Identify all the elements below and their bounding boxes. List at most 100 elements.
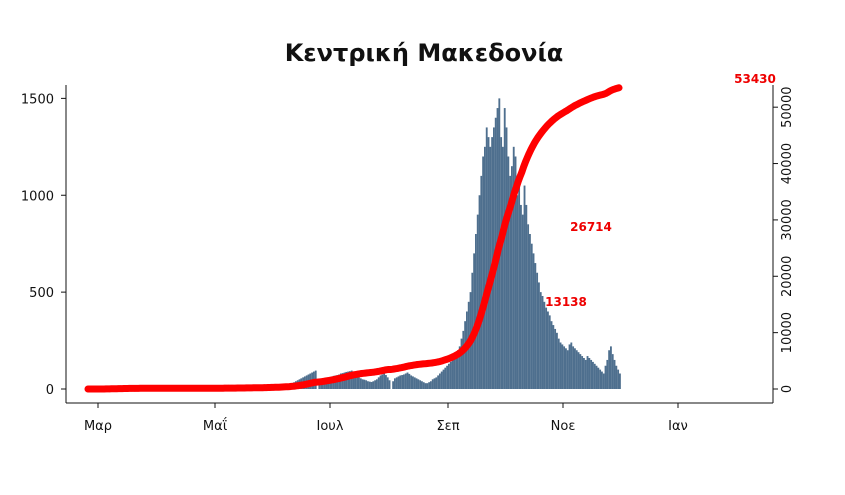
bar xyxy=(442,369,445,389)
left-tick-label: 0 xyxy=(46,383,54,398)
bar xyxy=(358,377,360,389)
bar xyxy=(484,146,486,389)
bar xyxy=(532,253,535,389)
right-tick-label: 10000 xyxy=(780,312,795,353)
cumulative-point xyxy=(495,245,502,253)
cumulative-point xyxy=(538,129,545,136)
bar xyxy=(419,380,422,389)
bar xyxy=(448,363,450,389)
bar xyxy=(543,301,546,389)
bar xyxy=(403,374,405,389)
x-tick-label: Μαΐ xyxy=(203,418,228,434)
bar xyxy=(602,373,605,389)
bar xyxy=(530,243,533,389)
bar xyxy=(556,332,558,389)
bar xyxy=(557,338,560,389)
bar xyxy=(410,375,413,389)
bar xyxy=(599,369,602,389)
bar xyxy=(550,321,553,389)
bar xyxy=(485,127,488,389)
bar xyxy=(538,282,540,389)
left-tick-label: 500 xyxy=(29,286,54,301)
bar xyxy=(577,352,580,389)
bar xyxy=(597,367,600,389)
bar xyxy=(367,381,369,389)
bar xyxy=(417,379,420,389)
bar xyxy=(503,108,506,389)
bar xyxy=(478,195,481,389)
bar xyxy=(428,382,431,389)
bar xyxy=(386,377,389,389)
bar xyxy=(462,330,465,389)
bar xyxy=(502,146,504,389)
cumulative-point xyxy=(506,207,513,214)
bar xyxy=(559,342,562,389)
x-tick-label: Ιουλ xyxy=(316,419,343,434)
left-tick-label: 1000 xyxy=(21,189,54,204)
x-tick-label: Νοε xyxy=(551,419,576,434)
cumulative-point xyxy=(527,146,534,154)
bar xyxy=(385,375,387,389)
bar xyxy=(581,356,584,389)
bar xyxy=(404,373,407,389)
bar xyxy=(318,382,321,389)
bar xyxy=(606,359,609,389)
bar xyxy=(608,350,611,389)
bar xyxy=(480,175,483,389)
bar xyxy=(377,377,380,389)
bar xyxy=(453,358,456,389)
cumulative-point xyxy=(491,260,498,268)
bar xyxy=(547,311,549,389)
bar xyxy=(593,363,596,389)
bar xyxy=(368,381,371,389)
bar xyxy=(439,373,441,389)
cumulative-point xyxy=(614,85,621,92)
bar xyxy=(505,127,508,389)
bar xyxy=(451,359,454,389)
bar xyxy=(568,344,571,389)
bar xyxy=(529,234,531,389)
bar xyxy=(554,328,557,389)
right-tick-label: 40000 xyxy=(780,143,795,184)
bar xyxy=(433,378,436,389)
right-tick-label: 50000 xyxy=(780,87,795,128)
bar xyxy=(406,372,409,389)
cumulative-point xyxy=(516,173,524,180)
bar xyxy=(561,344,564,389)
bar xyxy=(356,375,359,389)
bar xyxy=(395,377,398,389)
bar xyxy=(392,381,395,389)
bar xyxy=(476,214,479,389)
bar xyxy=(575,350,578,389)
bar xyxy=(457,350,459,389)
cumulative-point xyxy=(524,154,531,161)
bar xyxy=(595,365,598,389)
bar xyxy=(509,175,512,389)
right-tick-label: 30000 xyxy=(780,199,795,240)
bar xyxy=(507,156,510,389)
bar xyxy=(345,371,348,389)
cumulative-point xyxy=(534,134,542,141)
bar xyxy=(518,175,521,389)
cumulative-annotation: 53430 xyxy=(734,72,776,86)
bar xyxy=(444,367,447,389)
cumulative-point xyxy=(509,194,516,202)
bar xyxy=(565,348,567,389)
bar xyxy=(415,378,418,389)
bar xyxy=(601,371,603,389)
x-tick-label: Μαρ xyxy=(84,419,112,434)
bar xyxy=(570,342,573,389)
chart-title: Κεντρική Μακεδονία xyxy=(285,39,564,67)
bar xyxy=(527,224,530,389)
cumulative-point xyxy=(520,163,527,171)
bar xyxy=(359,378,362,389)
cumulative-point xyxy=(502,218,509,226)
cumulative-point xyxy=(484,287,491,294)
bar xyxy=(349,371,351,389)
bar xyxy=(354,373,357,389)
bar xyxy=(588,358,591,389)
bar xyxy=(613,359,616,389)
bar xyxy=(611,354,614,389)
bar xyxy=(460,338,463,389)
